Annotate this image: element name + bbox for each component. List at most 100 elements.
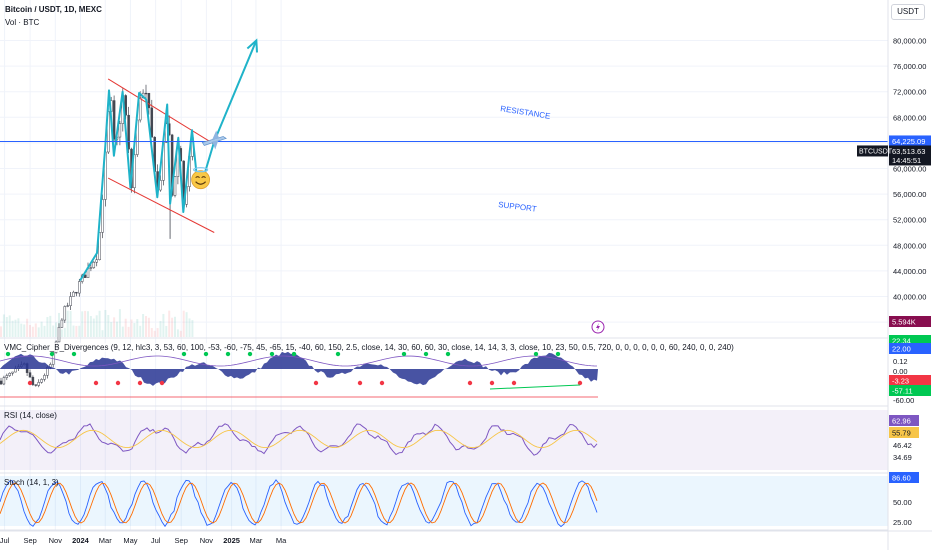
volume-bar <box>23 324 26 337</box>
vmc-axis-label: -60.00 <box>893 396 914 405</box>
volume-bar <box>69 311 72 337</box>
price-tick-label: 52,000.00 <box>893 216 926 225</box>
countdown-tag-bg <box>889 154 931 166</box>
volume-bar <box>156 328 159 337</box>
candle-body <box>92 261 96 268</box>
vmc-dot <box>423 351 429 357</box>
volume-bar <box>168 310 171 337</box>
volume-bar <box>147 317 150 337</box>
vmc-dot <box>335 351 341 357</box>
smiley-eyes <box>195 176 206 179</box>
price-tick-label: 48,000.00 <box>893 241 926 250</box>
stoch-axis-label: 50.00 <box>893 498 912 507</box>
candle-body <box>14 368 17 373</box>
vmc-dot <box>203 351 209 357</box>
time-tick-label: Mar <box>249 536 262 545</box>
stoch-indicator-label[interactable]: Stoch (14, 1, 3) <box>4 478 59 487</box>
grid <box>0 0 888 530</box>
vmc-dot <box>247 351 253 357</box>
candle-body <box>5 375 9 378</box>
vmc-dot <box>225 351 231 357</box>
volume-bar <box>98 310 101 337</box>
volume-bar <box>29 324 31 337</box>
vmc-axis-label: 22.34 <box>892 337 911 346</box>
volume-bar <box>121 326 124 337</box>
volume-bar <box>182 310 185 337</box>
vmc-dot <box>555 351 561 357</box>
candle-body <box>75 291 78 294</box>
volume-bar <box>75 325 78 337</box>
volume-bar <box>110 322 113 337</box>
volume-bar <box>20 323 23 337</box>
volume-bar <box>17 318 20 337</box>
volume-bar <box>84 310 87 337</box>
time-tick-label: Nov <box>49 536 63 545</box>
time-tick-label: 2025 <box>223 536 240 545</box>
last-price-tag: 63,513.63 <box>892 147 925 156</box>
volume-bar <box>159 320 162 337</box>
volume-bar <box>95 315 98 337</box>
candle-body <box>95 259 98 263</box>
volume-bar <box>26 318 29 337</box>
candle-body <box>147 92 151 109</box>
vmc-money-flow <box>0 355 598 367</box>
vmc-dot <box>357 380 363 386</box>
volume-bar <box>113 317 116 337</box>
rsi-axis-label: 34.69 <box>893 453 912 462</box>
vmc-dot <box>93 380 99 386</box>
time-tick-label: Jul <box>151 536 161 545</box>
rsi-indicator-label[interactable]: RSI (14, close) <box>4 411 57 420</box>
rsi-pane <box>0 423 598 456</box>
rsi-axis-label-bg <box>889 427 919 438</box>
volume-bar <box>60 329 63 337</box>
volume-bar <box>139 325 142 337</box>
level-price-tag-bg <box>889 135 931 147</box>
stoch-axis-label: 25.00 <box>893 518 912 527</box>
volume-bar <box>55 322 58 337</box>
vmc-axis-label-bg <box>889 385 931 396</box>
candle-body <box>118 123 122 138</box>
vmc-dot <box>401 351 407 357</box>
volume-bar <box>118 309 121 337</box>
vmc-axis-label: 0.12 <box>893 357 908 366</box>
resistance-annotation: RESISTANCE <box>500 104 551 121</box>
vmc-indicator-label[interactable]: VMC_Cipher_B_Divergences (9, 12, hlc3, 3… <box>4 343 734 352</box>
candle-body <box>83 274 87 278</box>
time-tick-label: Sep <box>175 536 188 545</box>
volume-bar <box>8 315 11 337</box>
rsi-line <box>0 423 598 456</box>
volume-bar <box>14 319 17 337</box>
time-tick-label: Nov <box>200 536 214 545</box>
vmc-dot <box>115 380 121 386</box>
volume-bar <box>31 326 34 337</box>
price-tick-label: 56,000.00 <box>893 190 926 199</box>
candle-body <box>144 92 148 95</box>
chart-title: Bitcoin / USDT, 1D, MEXC <box>5 5 102 14</box>
candle-body <box>78 281 81 294</box>
airplane-wings <box>212 130 220 150</box>
rsi-axis-label-bg <box>889 415 919 426</box>
volume-bar <box>176 329 179 337</box>
currency-button[interactable]: USDT <box>891 4 925 20</box>
vmc-dot <box>511 380 517 386</box>
time-tick-label: Sep <box>23 536 36 545</box>
vmc-wave-fill <box>0 351 598 386</box>
vmc-dot <box>27 380 33 386</box>
volume-bar <box>0 326 2 337</box>
candle-body <box>112 100 116 140</box>
volume-bar <box>66 310 69 337</box>
volume-bar <box>153 330 156 337</box>
volume-bar <box>43 325 46 337</box>
volume-bar <box>191 320 194 337</box>
projection-arrowhead <box>246 38 259 53</box>
volume-bar <box>116 321 118 337</box>
vmc-cipher-pane <box>0 351 598 398</box>
candle-body <box>150 107 154 138</box>
volume-bar <box>46 317 49 337</box>
support-line <box>107 177 215 233</box>
vmc-dot <box>313 380 319 386</box>
vmc-dot <box>5 351 11 357</box>
candle-body <box>2 377 6 385</box>
